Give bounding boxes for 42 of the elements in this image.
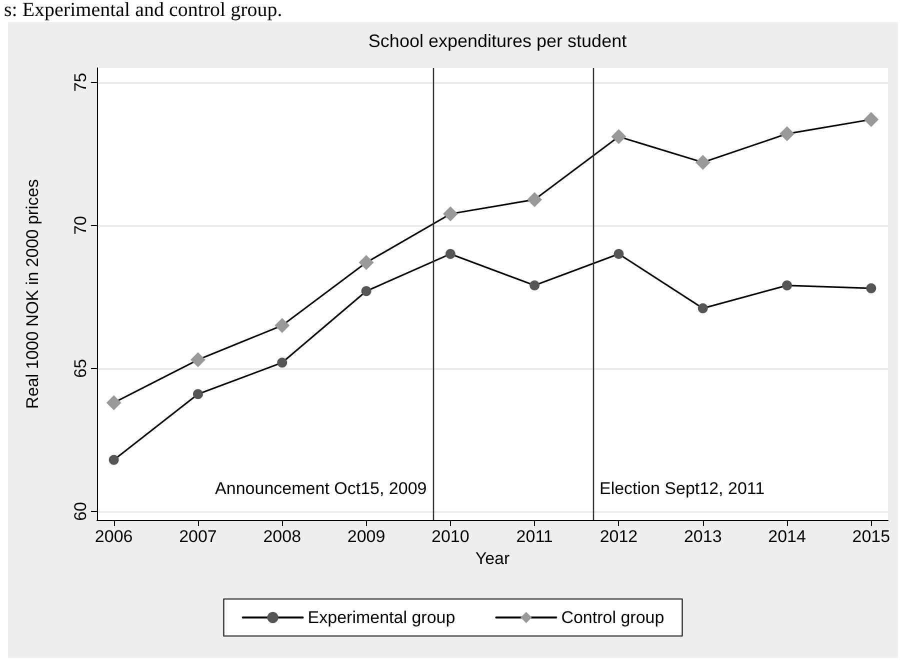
point (442, 206, 458, 222)
point (361, 286, 372, 296)
point (527, 192, 542, 208)
point (192, 389, 203, 400)
chart-title: School expenditures per student (368, 31, 627, 51)
x-tick-label: 2009 (347, 527, 386, 546)
point (614, 248, 624, 259)
x-tick-label: 2011 (516, 527, 553, 546)
y-tick-label: 70 (71, 216, 90, 235)
x-tick-label: 2006 (94, 527, 133, 546)
x-tick-label: 2012 (600, 527, 638, 546)
point (611, 129, 626, 144)
ref-line-label: Election Sept12, 2011 (599, 478, 765, 498)
x-axis-title: Year (475, 548, 510, 568)
point (530, 280, 540, 290)
x-tick-label: 2013 (684, 527, 722, 546)
y-axis-title: Real 1000 NOK in 2000 prices (23, 179, 42, 409)
x-tick-label: 2015 (852, 527, 890, 546)
y-tick-label: 60 (71, 502, 90, 521)
point (782, 280, 792, 290)
point (864, 112, 879, 127)
point (695, 154, 710, 170)
point (106, 395, 122, 410)
point (698, 303, 708, 314)
x-tick-label: 2008 (263, 527, 302, 546)
point (358, 255, 374, 270)
point (445, 248, 456, 259)
legend-label: Experimental group (308, 608, 456, 627)
point (190, 352, 206, 368)
y-tick-label: 75 (71, 72, 90, 92)
x-tick-label: 2010 (432, 527, 470, 546)
x-tick-label: 2007 (179, 527, 217, 546)
text: s: Experimental and control group. (3, 0, 284, 22)
point (780, 126, 795, 142)
x-tick-label: 2014 (768, 527, 806, 546)
y-tick-label: 65 (71, 358, 90, 378)
legend-label: Control group (561, 608, 664, 627)
ref-line-label: Announcement Oct15, 2009 (215, 478, 427, 498)
point (277, 358, 288, 368)
point (108, 454, 119, 465)
point (274, 318, 290, 333)
point (866, 283, 876, 294)
